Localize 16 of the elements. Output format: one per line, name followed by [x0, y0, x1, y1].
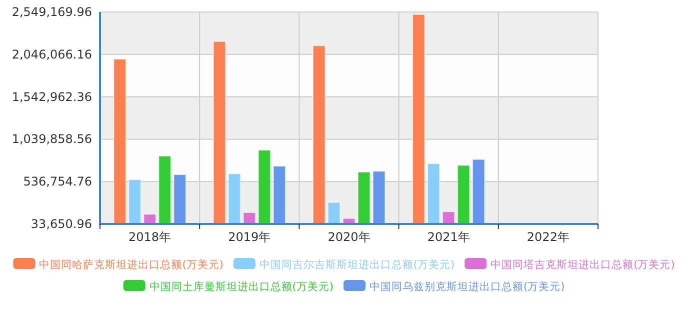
x-tick-label: 2019年 — [228, 230, 271, 244]
legend-label: 中国同哈萨克斯坦进出口总额(万美元) — [39, 258, 224, 271]
legend-label: 中国同土库曼斯坦进出口总额(万美元) — [149, 280, 334, 293]
y-tick-label: 33,650.96 — [30, 217, 92, 231]
y-tick-label: 2,046,066.16 — [12, 47, 92, 62]
x-tick-label: 2022年 — [526, 230, 570, 244]
legend-label: 中国同吉尔吉斯斯坦进出口总额(万美元) — [259, 258, 455, 271]
x-tick-label: 2018年 — [128, 230, 172, 244]
x-tick-label: 2021年 — [427, 230, 470, 244]
x-tick-label: 2020年 — [328, 230, 370, 244]
y-tick-label: 1,039,858.56 — [12, 132, 92, 146]
y-tick-label: 1,542,962.36 — [12, 90, 92, 104]
y-tick-label: 2,549,169.96 — [12, 5, 92, 19]
legend-label: 中国同塔吉克斯坦进出口总额(万美元) — [490, 258, 675, 271]
legend-label: 中国同乌兹别克斯坦进出口总额(万美元) — [370, 280, 565, 293]
y-tick-label: 536,754.76 — [23, 174, 92, 189]
